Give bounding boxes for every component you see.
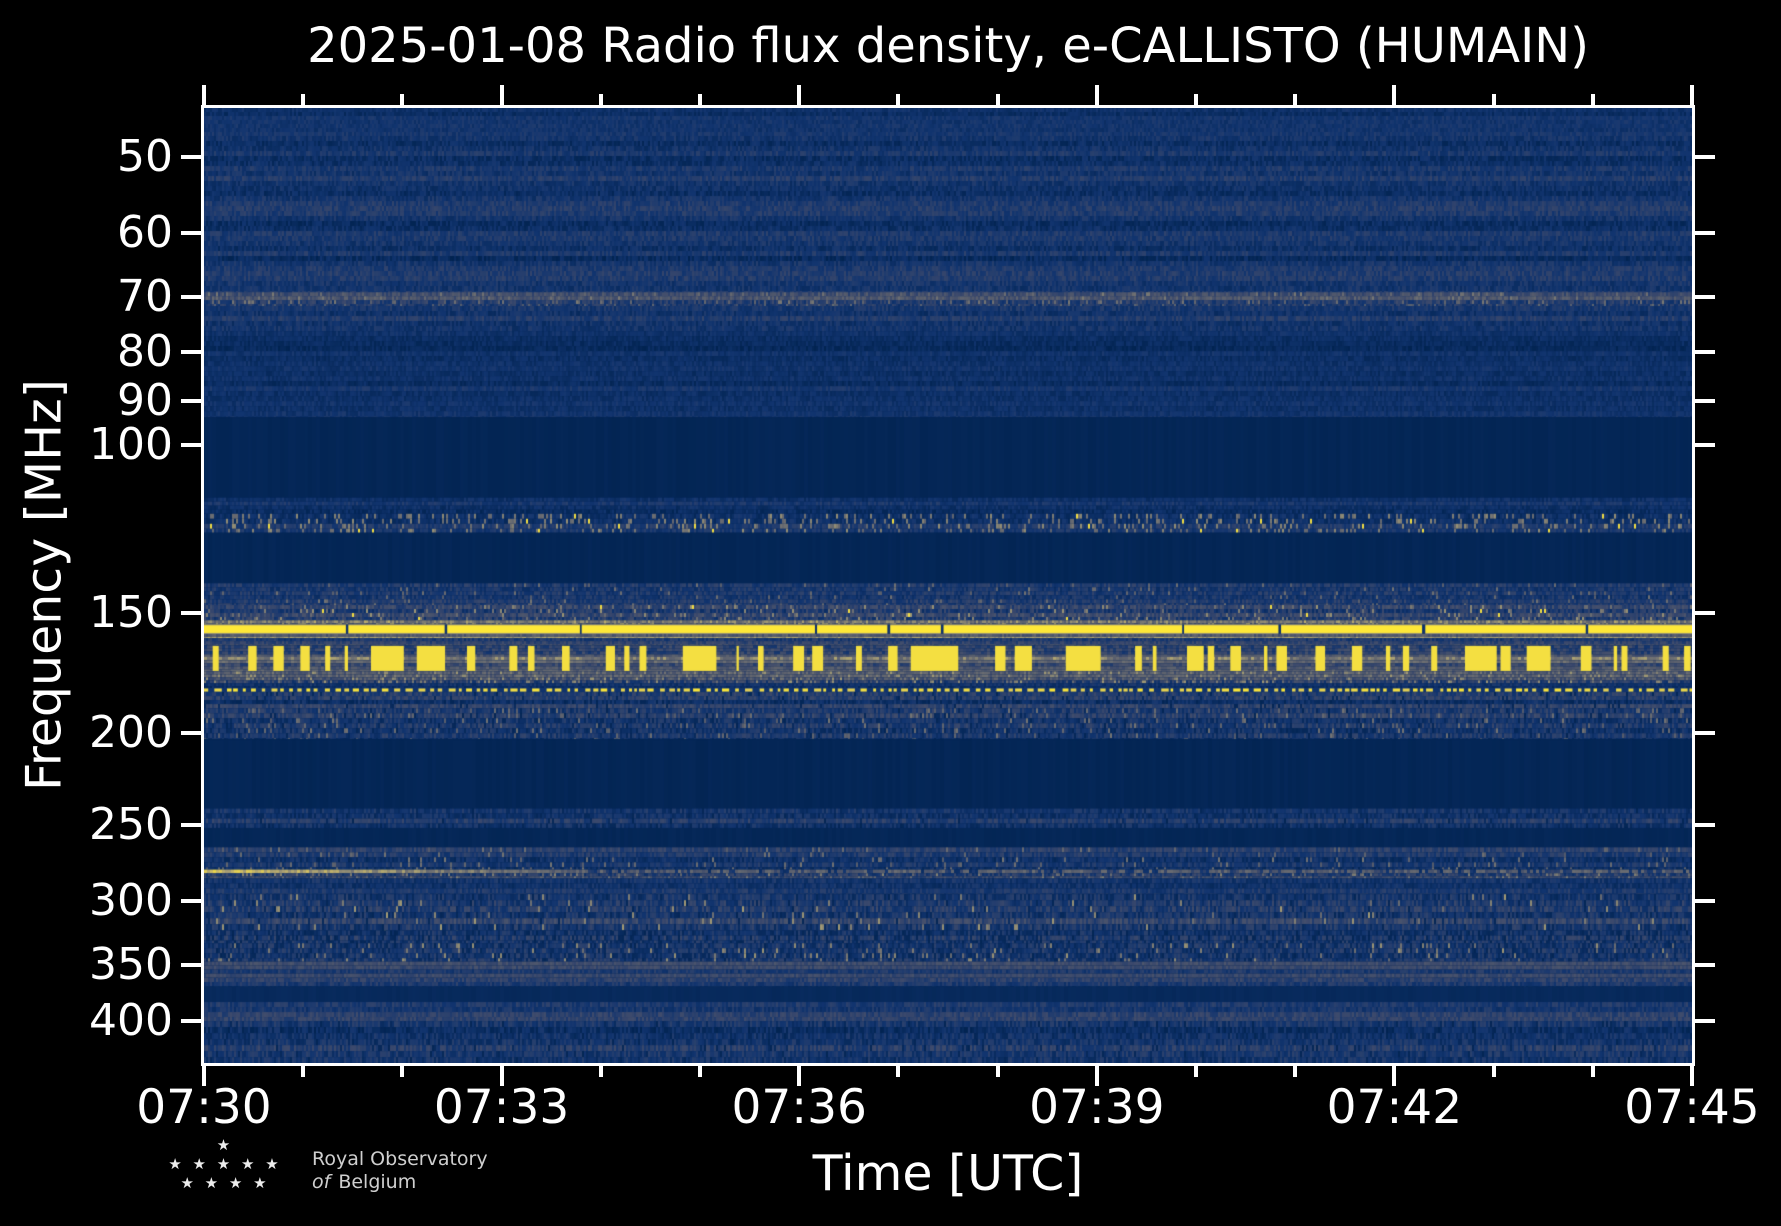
x-tick [1392,85,1397,105]
y-tick [1695,350,1715,355]
y-tick [181,963,201,968]
star-row: ★ ★ ★ ★ [180,1174,270,1192]
y-tick [181,1018,201,1023]
x-tick [400,1066,405,1077]
x-tick-label: 07:36 [731,1080,867,1135]
y-tick-label: 80 [117,326,173,378]
y-tick [181,155,201,160]
x-tick [1293,94,1298,105]
y-tick-label: 400 [89,994,173,1046]
y-tick [181,350,201,355]
x-tick [202,1066,206,1086]
y-tick [1695,823,1715,828]
y-tick [1695,963,1715,968]
y-tick-label: 60 [117,207,173,258]
y-tick-label: 300 [89,875,173,927]
y-tick [181,899,201,904]
y-tick [1695,231,1715,235]
x-tick [896,1066,901,1077]
x-tick [1491,1066,1496,1077]
y-tick [181,823,201,828]
x-tick [1491,94,1496,105]
x-axis-title: Time [UTC] [812,1145,1084,1202]
x-tick [797,85,802,105]
x-tick [1690,1066,1694,1086]
y-tick-label: 350 [89,939,173,991]
x-tick [1590,1066,1595,1077]
x-tick [499,1066,504,1086]
y-tick [1695,295,1715,299]
x-tick [598,1066,603,1077]
x-tick [400,94,405,105]
x-tick [598,94,603,105]
x-tick [797,1066,802,1086]
y-tick-label: 70 [117,271,173,322]
y-tick [1695,1018,1715,1023]
y-tick-label: 200 [89,706,173,758]
x-tick [301,94,306,105]
star-row: ★ ★ ★ ★ ★ [168,1155,282,1173]
y-tick [1695,443,1715,448]
y-tick [1695,730,1715,735]
x-tick [995,1066,1000,1077]
x-tick [1194,1066,1198,1077]
x-tick [301,1066,306,1077]
x-tick [1690,85,1694,105]
rob-text-line1: Royal Observatory [312,1148,488,1170]
x-tick-label: 07:39 [1029,1080,1165,1135]
y-tick-label: 90 [117,375,173,427]
x-tick [1590,94,1595,105]
chart-title: 2025-01-08 Radio flux density, e-CALLIST… [307,18,1589,74]
rob-text-line2: of Belgium [312,1171,488,1194]
x-tick [896,94,901,105]
rob-text-belgium: Belgium [338,1171,417,1193]
y-tick-label: 150 [89,587,173,639]
rob-text-of: of [312,1171,331,1193]
y-tick [181,231,201,235]
y-tick [181,399,201,404]
y-tick [181,443,201,448]
y-tick [1695,155,1715,160]
x-tick [995,94,1000,105]
y-tick-label: 50 [117,131,173,183]
rob-stars-icon: ★ ★ ★ ★ ★ ★ ★ ★ ★ ★ [160,1136,290,1193]
rob-logo: ★ ★ ★ ★ ★ ★ ★ ★ ★ ★ Royal Observatory of… [160,1136,488,1194]
rob-text: Royal Observatory of Belgium [312,1148,488,1194]
y-tick [181,611,201,616]
x-tick-label: 07:45 [1624,1080,1760,1135]
x-tick [698,94,702,105]
x-tick [1194,94,1198,105]
y-tick [181,730,201,735]
y-tick-label: 250 [89,799,173,851]
x-tick [1392,1066,1397,1086]
spectrogram-heatmap [204,108,1692,1063]
y-tick [1695,399,1715,404]
y-tick-label: 100 [89,419,173,471]
x-tick-label: 07:42 [1326,1080,1463,1135]
x-tick-label: 07:33 [433,1080,570,1135]
x-tick [1293,1066,1298,1077]
x-tick [1094,1066,1099,1086]
x-tick [202,85,206,105]
star-row: ★ [216,1136,234,1154]
y-tick [1695,899,1715,904]
x-tick [698,1066,702,1077]
y-tick [1695,611,1715,616]
y-tick [181,295,201,299]
x-tick [1094,85,1099,105]
x-tick [499,85,504,105]
x-tick-label: 07:30 [136,1080,272,1135]
